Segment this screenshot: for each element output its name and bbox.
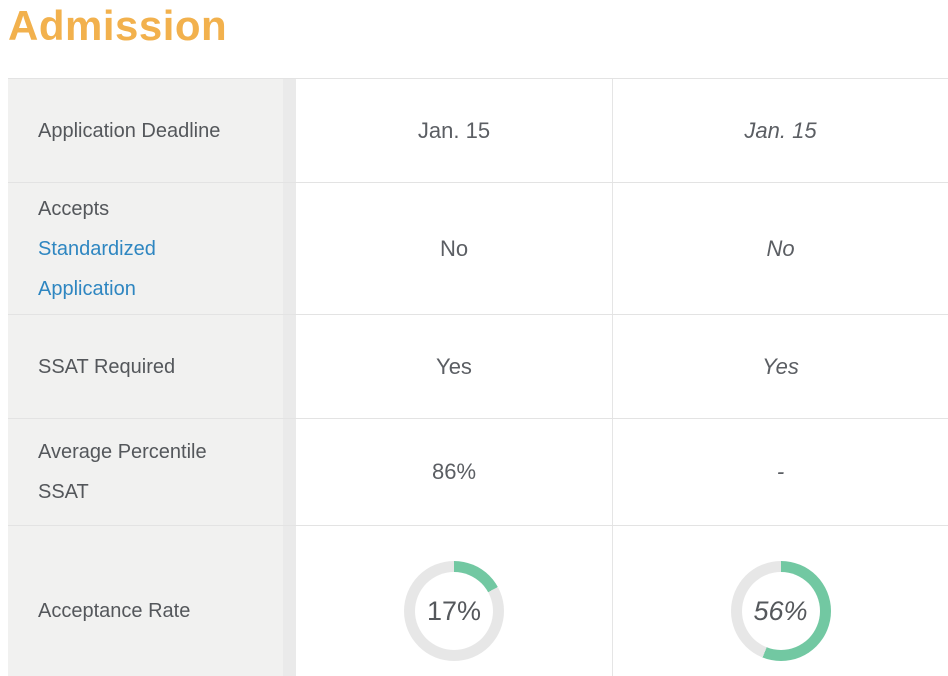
school2-value-cell: Jan. 15 (613, 79, 948, 182)
school1-value: No (439, 235, 469, 261)
acceptance-rate-donut-school1: 17% (404, 561, 504, 661)
school1-value: 86% (431, 459, 477, 484)
table-row-application-deadline: Application Deadline Jan. 15 Jan. 15 (8, 79, 948, 183)
school2-value: Jan. 15 (744, 117, 817, 143)
donut-percentage-label: 17% (426, 595, 482, 626)
school1-value: Jan. 15 (417, 117, 491, 143)
table-row-average-percentile-ssat: Average Percentile SSAT 86% - (8, 419, 948, 526)
standardized-application-link[interactable]: Standardized Application (38, 237, 156, 300)
school1-value: Yes (436, 353, 472, 379)
row-label-cell: Application Deadline (8, 79, 283, 182)
school1-value-cell: 17% (296, 526, 613, 676)
row-label: Accepts Standardized Application (38, 189, 243, 309)
admission-comparison-table: Application Deadline Jan. 15 Jan. 15 Acc… (8, 78, 948, 676)
school2-value: Yes (762, 353, 799, 379)
donut-percentage-label: 56% (753, 595, 808, 626)
column-divider (283, 315, 296, 418)
row-label: Acceptance Rate (38, 600, 191, 622)
column-divider (283, 183, 296, 314)
school2-value-cell: 56% (613, 526, 948, 676)
school2-value: - (776, 459, 785, 484)
row-label: SSAT Required (38, 355, 176, 378)
table-row-accepts-standardized-application: Accepts Standardized Application No No (8, 183, 948, 315)
table-row-ssat-required: SSAT Required Yes Yes (8, 315, 948, 419)
school2-value-cell: - (613, 419, 948, 525)
row-label-cell: Accepts Standardized Application (8, 183, 283, 314)
row-label: Average Percentile SSAT (38, 441, 207, 503)
school1-value-cell: No (296, 183, 613, 314)
column-divider (283, 79, 296, 182)
school2-value: No (766, 235, 795, 261)
school1-value-cell: Yes (296, 315, 613, 418)
row-label-cell: SSAT Required (8, 315, 283, 418)
school1-value-cell: Jan. 15 (296, 79, 613, 182)
acceptance-rate-donut-school2: 56% (730, 561, 831, 661)
row-label-cell: Average Percentile SSAT (8, 419, 283, 525)
row-label-prefix: Accepts (38, 197, 110, 220)
column-divider (283, 419, 296, 525)
school1-value-cell: 86% (296, 419, 613, 525)
school2-value-cell: Yes (613, 315, 948, 418)
page-title: Admission (8, 2, 228, 49)
school2-value-cell: No (613, 183, 948, 314)
row-label: Application Deadline (38, 119, 221, 142)
table-row-acceptance-rate: Acceptance Rate 17% 56% (8, 526, 948, 676)
column-divider (283, 526, 296, 676)
row-label-cell: Acceptance Rate (8, 526, 283, 676)
